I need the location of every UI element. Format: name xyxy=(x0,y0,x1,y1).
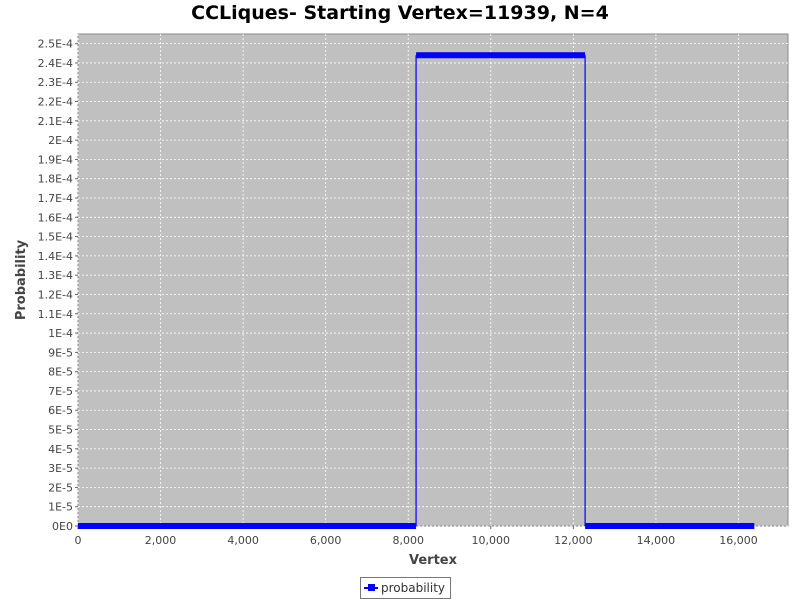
data-point-segment xyxy=(585,523,755,529)
x-tick-label: 10,000 xyxy=(472,534,511,547)
y-tick-label: 2.1E-4 xyxy=(38,115,73,128)
y-tick-label: 1.9E-4 xyxy=(38,153,73,166)
y-tick-label: 1E-4 xyxy=(48,327,73,340)
x-tick-label: 14,000 xyxy=(637,534,676,547)
data-point-segment xyxy=(416,52,586,59)
y-tick-label: 1E-5 xyxy=(48,501,73,514)
y-tick-label: 1.1E-4 xyxy=(38,308,73,321)
y-tick-label: 4E-5 xyxy=(48,443,73,456)
x-axis-ticks: 0 2,000 4,000 6,000 8,000 10,000 12,000 14,000 1… xyxy=(75,526,758,547)
y-tick-label: 2.5E-4 xyxy=(38,38,73,51)
x-tick-label: 0 xyxy=(75,534,82,547)
plot-area xyxy=(77,33,789,527)
y-axis-ticks: 0E0 1E-5 2E-5 3E-5 4E-5 5E-5 6E-5 7E-5 8E-5 9E-5 1… xyxy=(38,38,78,533)
y-tick-label: 1.4E-4 xyxy=(38,250,73,263)
y-tick-label: 3E-5 xyxy=(48,462,73,475)
y-tick-label: 1.6E-4 xyxy=(38,211,73,224)
data-point-segment xyxy=(78,523,417,529)
y-tick-label: 2E-4 xyxy=(48,134,73,147)
y-tick-label: 2.4E-4 xyxy=(38,57,73,70)
x-tick-label: 16,000 xyxy=(719,534,758,547)
x-axis-title: Vertex xyxy=(409,553,458,568)
y-tick-label: 8E-5 xyxy=(48,366,73,379)
x-tick-label: 8,000 xyxy=(392,534,424,547)
x-tick-label: 6,000 xyxy=(310,534,342,547)
y-tick-label: 1.2E-4 xyxy=(38,288,73,301)
y-tick-label: 1.5E-4 xyxy=(38,231,73,244)
x-tick-label: 2,000 xyxy=(145,534,177,547)
y-tick-label: 1.3E-4 xyxy=(38,269,73,282)
y-axis-title: Probability xyxy=(14,239,29,320)
y-tick-label: 9E-5 xyxy=(48,346,73,359)
y-tick-label: 2.3E-4 xyxy=(38,76,73,89)
y-tick-label: 6E-5 xyxy=(48,404,73,417)
y-tick-label: 1.7E-4 xyxy=(38,192,73,205)
x-tick-label: 12,000 xyxy=(554,534,593,547)
legend: probability xyxy=(360,577,452,599)
y-tick-label: 1.8E-4 xyxy=(38,173,73,186)
y-tick-label: 2E-5 xyxy=(48,481,73,494)
y-tick-label: 7E-5 xyxy=(48,385,73,398)
y-tick-label: 5E-5 xyxy=(48,424,73,437)
x-tick-label: 4,000 xyxy=(227,534,259,547)
grid-lines xyxy=(77,34,788,527)
chart-title: CCLiques- Starting Vertex=11939, N=4 xyxy=(191,2,609,24)
y-tick-label: 0E0 xyxy=(52,520,73,533)
y-tick-label: 2.2E-4 xyxy=(38,96,73,109)
legend-marker-icon xyxy=(364,583,378,593)
series-probability xyxy=(78,52,755,529)
legend-label: probability xyxy=(381,581,446,595)
